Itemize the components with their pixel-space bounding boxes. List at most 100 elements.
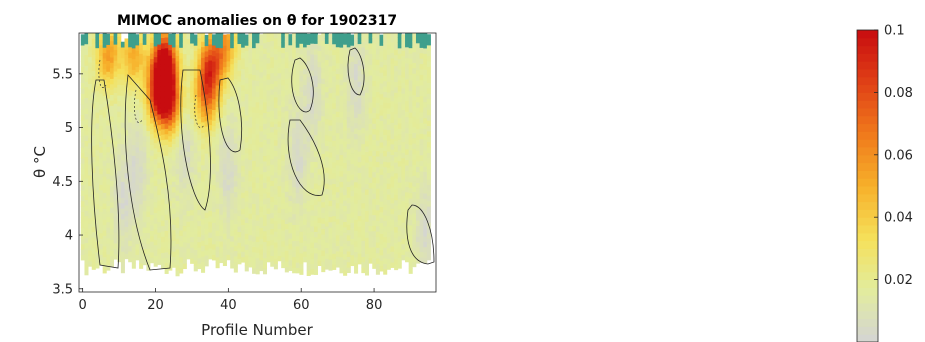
heatmap-cell xyxy=(317,222,322,229)
heatmap-cell xyxy=(379,222,384,229)
heatmap-cell xyxy=(215,165,220,172)
heatmap-cell xyxy=(80,125,85,132)
heatmap-cell xyxy=(233,105,238,112)
heatmap-cell xyxy=(288,206,293,212)
heatmap-cell xyxy=(102,176,107,183)
heatmap-cell xyxy=(386,204,391,211)
heatmap-cell xyxy=(346,197,351,204)
heatmap-cell xyxy=(84,221,89,227)
heatmap-cell xyxy=(88,105,93,111)
heatmap-cell xyxy=(266,52,271,59)
heatmap-cell xyxy=(248,46,253,53)
heatmap-cell xyxy=(354,155,359,161)
heatmap-cell xyxy=(317,217,322,224)
heatmap-cell xyxy=(222,72,227,78)
heatmap-cell xyxy=(164,74,169,81)
colorbar-segment xyxy=(857,186,878,195)
heatmap-cell xyxy=(266,46,271,53)
heatmap-cell xyxy=(219,90,224,97)
heatmap-cell xyxy=(419,160,424,167)
heatmap-cell xyxy=(117,79,122,85)
heatmap-cell xyxy=(324,220,329,227)
heatmap-cell xyxy=(277,115,282,122)
colorbar-tick-label: 0.06 xyxy=(884,148,913,163)
heatmap-cell xyxy=(142,76,147,83)
heatmap-cell xyxy=(288,200,293,207)
heatmap-cell xyxy=(150,155,155,162)
heatmap-cell xyxy=(405,132,410,139)
heatmap-cell xyxy=(91,97,96,104)
heatmap-cell xyxy=(80,211,85,218)
heatmap-cell xyxy=(313,124,319,130)
heatmap-cell xyxy=(281,144,286,150)
heatmap-cell xyxy=(102,240,107,247)
heatmap-cell xyxy=(139,252,144,259)
heatmap-cell xyxy=(168,119,173,126)
heatmap-cell xyxy=(335,132,340,139)
heatmap-cell xyxy=(131,117,136,124)
heatmap-cell xyxy=(306,184,311,191)
heatmap-cell xyxy=(306,55,311,62)
heatmap-cell xyxy=(343,216,348,223)
heatmap-cell xyxy=(175,238,180,245)
heatmap-cell xyxy=(266,100,271,107)
heatmap-cell xyxy=(131,262,136,269)
heatmap-cell xyxy=(292,240,297,247)
heatmap-cell xyxy=(277,148,282,154)
heatmap-cell xyxy=(412,33,417,37)
heatmap-cell xyxy=(266,149,271,155)
heatmap-cell xyxy=(84,210,89,217)
heatmap-cell xyxy=(201,202,206,209)
heatmap-cell xyxy=(270,201,275,208)
heatmap-cell xyxy=(255,182,260,189)
heatmap-cell xyxy=(295,213,300,220)
heatmap-cell xyxy=(150,96,155,103)
heatmap-cell xyxy=(139,123,144,130)
heatmap-cell xyxy=(372,58,377,65)
heatmap-cell xyxy=(281,63,286,70)
heatmap-cell xyxy=(109,169,115,176)
heatmap-cell xyxy=(310,172,315,179)
heatmap-cell xyxy=(146,157,151,164)
heatmap-cell xyxy=(248,100,253,107)
heatmap-cell xyxy=(270,94,275,101)
heatmap-cell xyxy=(354,42,359,48)
heatmap-cell xyxy=(128,36,133,42)
colorbar-tick-label: 0.02 xyxy=(884,273,913,288)
heatmap-cell xyxy=(204,255,209,262)
heatmap-cell xyxy=(335,224,340,230)
heatmap-cell xyxy=(423,182,428,189)
heatmap-cell xyxy=(80,98,85,105)
heatmap-cell xyxy=(419,192,424,199)
heatmap-cell xyxy=(324,183,329,190)
heatmap-cell xyxy=(328,141,333,148)
heatmap-cell xyxy=(408,53,413,59)
heatmap-cell xyxy=(186,167,191,174)
heatmap-cell xyxy=(426,168,431,175)
heatmap-cell xyxy=(222,147,227,154)
heatmap-cell xyxy=(397,47,402,54)
heatmap-cell xyxy=(106,216,111,223)
heatmap-cell xyxy=(343,130,348,137)
heatmap-cell xyxy=(139,220,144,226)
heatmap-cell xyxy=(295,208,300,215)
heatmap-cell xyxy=(252,182,257,188)
heatmap-cell xyxy=(262,134,268,140)
heatmap-cell xyxy=(109,207,115,214)
heatmap-cell xyxy=(419,90,424,97)
heatmap-cell xyxy=(292,57,297,64)
heatmap-cell xyxy=(401,163,406,169)
heatmap-cell xyxy=(117,197,122,204)
heatmap-cell xyxy=(237,43,242,50)
heatmap-cell xyxy=(88,217,93,224)
heatmap-cell xyxy=(120,47,125,53)
heatmap-cell xyxy=(310,86,315,93)
heatmap-cell xyxy=(357,75,362,82)
heatmap-cell xyxy=(168,189,173,196)
heatmap-cell xyxy=(343,65,348,72)
heatmap-cell xyxy=(120,208,125,215)
heatmap-cell xyxy=(153,169,158,176)
heatmap-cell xyxy=(186,194,191,201)
heatmap-cell xyxy=(419,235,424,242)
heatmap-cell xyxy=(423,58,428,65)
